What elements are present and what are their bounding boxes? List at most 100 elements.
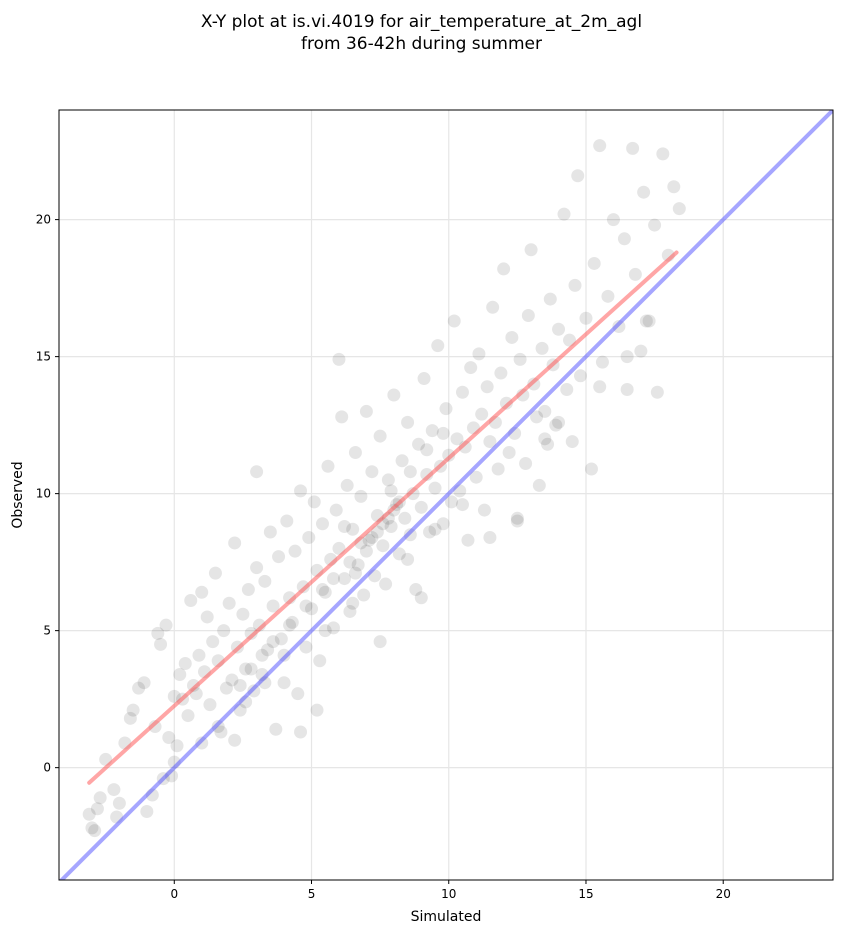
scatter-point [571, 169, 585, 183]
scatter-point [173, 667, 187, 681]
scatter-point [357, 588, 371, 602]
x-tick-label: 15 [578, 887, 593, 901]
scatter-point [401, 415, 415, 429]
scatter-point [82, 807, 96, 821]
scatter-point [354, 489, 368, 503]
scatter-point [667, 180, 681, 194]
scatter-point [217, 624, 231, 638]
scatter-point [595, 355, 609, 369]
scatter-point [634, 344, 648, 358]
scatter-point [477, 503, 491, 517]
scatter-point [137, 676, 151, 690]
scatter-point [274, 632, 288, 646]
scatter-point [387, 388, 401, 402]
scatter-point [170, 739, 184, 753]
scatter-point [455, 385, 469, 399]
scatter-point [379, 577, 393, 591]
scatter-point [315, 583, 329, 597]
scatter-point [373, 429, 387, 443]
scatter-point [261, 643, 275, 657]
x-tick-label: 0 [170, 887, 178, 901]
scatter-point [532, 478, 546, 492]
scatter-point [455, 498, 469, 512]
scatter-point [346, 522, 360, 536]
scatter-point [239, 662, 253, 676]
scatter-point [343, 555, 357, 569]
chart-title-line-2: from 36-42h during summer [301, 34, 542, 54]
scatter-point [637, 185, 651, 199]
scatter-point [244, 626, 258, 640]
scatter-point [266, 635, 280, 649]
scatter-point [552, 415, 566, 429]
scatter-point [280, 514, 294, 528]
y-tick-label: 0 [43, 761, 51, 775]
scatter-point [587, 256, 601, 270]
scatter-point [620, 383, 634, 397]
scatter-point [359, 544, 373, 558]
scatter-point [236, 607, 250, 621]
scatter-point [206, 635, 220, 649]
scatter-point [376, 539, 390, 553]
scatter-point [258, 574, 272, 588]
scatter-point [332, 352, 346, 366]
scatter-point [414, 591, 428, 605]
scatter-point [337, 520, 351, 534]
scatter-point [203, 698, 217, 712]
scatter-point [549, 418, 563, 432]
scatter-point [573, 369, 587, 383]
scatter-point [450, 432, 464, 446]
scatter-point [162, 731, 176, 745]
scatter-point [560, 383, 574, 397]
scatter-point [483, 435, 497, 449]
scatter-point [214, 725, 228, 739]
scatter-point [151, 626, 165, 640]
scatter-point [299, 640, 313, 654]
scatter-point [505, 330, 519, 344]
scatter-point [184, 593, 198, 607]
y-tick-label: 15 [36, 350, 51, 364]
scatter-point [291, 687, 305, 701]
reference-lines [59, 110, 833, 880]
scatter-point [417, 372, 431, 386]
scatter-point [642, 314, 656, 328]
scatter-point [140, 804, 154, 818]
scatter-point [318, 624, 332, 638]
scatter-point [154, 637, 168, 651]
scatter-point [123, 711, 137, 725]
scatter-point [428, 481, 442, 495]
scatter-point [335, 410, 349, 424]
scatter-point [395, 454, 409, 468]
scatter-point [373, 635, 387, 649]
scatter-point [181, 709, 195, 723]
scatter-point [519, 456, 533, 470]
scatter-point [497, 262, 511, 276]
scatter-point [346, 596, 360, 610]
scatter-point [148, 720, 162, 734]
scatter-point [620, 350, 634, 364]
scatter-point [208, 566, 222, 580]
scatter-point [414, 500, 428, 514]
axis-ticks: 0 5 10 15 20 0 5 10 15 20 [36, 213, 731, 901]
scatter-point [541, 437, 555, 451]
scatter-point [530, 410, 544, 424]
scatter-point [568, 278, 582, 292]
regression-line [87, 250, 679, 785]
scatter-point [269, 722, 283, 736]
scatter-point [250, 465, 264, 479]
scatter-point [403, 465, 417, 479]
scatter-point [362, 533, 376, 547]
scatter-point [381, 473, 395, 487]
scatter-point [112, 796, 126, 810]
y-tick-label: 5 [43, 624, 51, 638]
scatter-point [337, 572, 351, 586]
scatter-point [266, 599, 280, 613]
x-tick-label: 5 [308, 887, 316, 901]
scatter-point [406, 487, 420, 501]
scatter-point [365, 465, 379, 479]
scatter-point [436, 426, 450, 440]
scatter-point [475, 407, 489, 421]
identity-line [59, 110, 833, 880]
scatter-point [272, 550, 286, 564]
scatter-point [469, 470, 483, 484]
